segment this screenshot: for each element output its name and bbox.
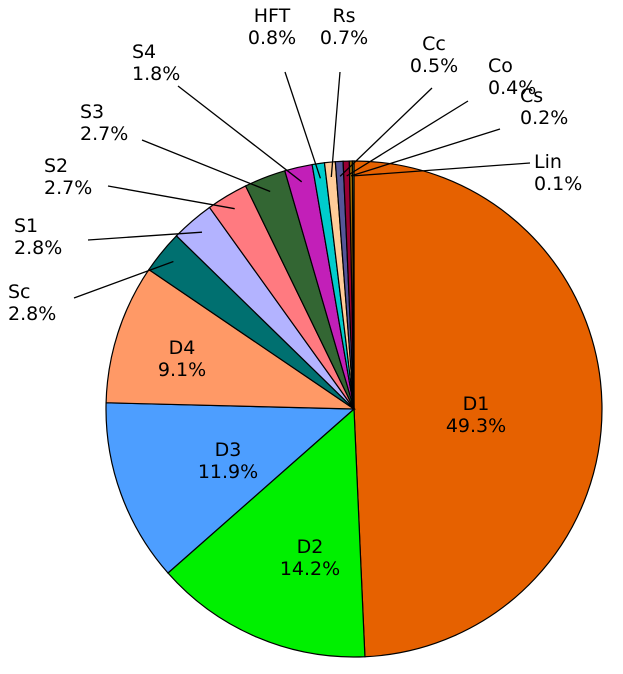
leader-line-rs bbox=[330, 71, 341, 178]
slice-label-d1-percent: 49.3% bbox=[446, 415, 506, 437]
pie-slices bbox=[105, 160, 603, 658]
leader-line-s3 bbox=[141, 139, 271, 193]
slice-label-s3-name: S3 bbox=[80, 101, 104, 123]
slice-label-d4-percent: 9.1% bbox=[158, 359, 206, 381]
slice-label-d1-name: D1 bbox=[463, 393, 490, 415]
leader-line-co bbox=[346, 100, 469, 177]
slice-label-cs-percent: 0.2% bbox=[520, 107, 568, 129]
slice-label-s2-name: S2 bbox=[44, 155, 68, 177]
leader-line-s1 bbox=[87, 231, 203, 241]
leader-line-lin bbox=[353, 162, 531, 177]
slice-label-s4: S4 1.8% bbox=[132, 41, 180, 85]
slice-label-sc: Sc 2.8% bbox=[8, 281, 56, 325]
slice-label-d3: D3 11.9% bbox=[198, 439, 258, 483]
slice-label-d2: D2 14.2% bbox=[280, 536, 340, 580]
slice-label-co-name: Co bbox=[488, 55, 513, 77]
slice-label-d2-name: D2 bbox=[297, 536, 324, 558]
pie-slice-d2 bbox=[167, 407, 366, 658]
slice-label-s4-percent: 1.8% bbox=[132, 63, 180, 85]
pie-slice-d4 bbox=[105, 268, 357, 410]
leader-line-s2 bbox=[107, 185, 235, 210]
slice-label-sc-name: Sc bbox=[8, 281, 31, 303]
leader-line-cc bbox=[339, 87, 433, 177]
slice-label-rs: Rs 0.7% bbox=[320, 5, 368, 49]
slice-label-hft-name: HFT bbox=[254, 5, 291, 27]
slice-label-cc: Cc 0.5% bbox=[410, 33, 458, 77]
leader-line-s4 bbox=[177, 85, 303, 183]
slice-label-d3-name: D3 bbox=[215, 439, 242, 461]
slice-label-s4-name: S4 bbox=[132, 41, 156, 63]
slice-label-cs: Cs 0.2% bbox=[520, 85, 568, 129]
slice-label-s1-name: S1 bbox=[14, 215, 38, 237]
slice-label-rs-name: Rs bbox=[332, 5, 355, 27]
slice-label-lin-name: Lin bbox=[534, 151, 562, 173]
slice-label-rs-percent: 0.7% bbox=[320, 27, 368, 49]
slice-label-d3-percent: 11.9% bbox=[198, 461, 258, 483]
slice-label-hft-percent: 0.8% bbox=[248, 27, 296, 49]
slice-label-s2: S2 2.7% bbox=[44, 155, 92, 199]
slice-label-d4: D4 9.1% bbox=[158, 337, 206, 381]
slice-label-sc-percent: 2.8% bbox=[8, 303, 56, 325]
slice-label-cc-name: Cc bbox=[422, 33, 446, 55]
slice-label-s3: S3 2.7% bbox=[80, 101, 128, 145]
slice-label-lin-percent: 0.1% bbox=[534, 173, 582, 195]
leader-lines bbox=[73, 71, 531, 299]
slice-label-d2-percent: 14.2% bbox=[280, 558, 340, 580]
slice-label-cs-name: Cs bbox=[520, 85, 543, 107]
slice-label-hft: HFT 0.8% bbox=[248, 5, 296, 49]
leader-line-cs bbox=[350, 128, 501, 177]
slice-label-s1: S1 2.8% bbox=[14, 215, 62, 259]
slice-label-s3-percent: 2.7% bbox=[80, 123, 128, 145]
slice-label-co-percent: 0.4% bbox=[488, 77, 536, 99]
pie-slice-lin bbox=[351, 160, 355, 410]
slice-label-co: Co 0.4% bbox=[488, 55, 536, 99]
slice-label-cc-percent: 0.5% bbox=[410, 55, 458, 77]
slice-labels: D1 49.3%D2 14.2%D3 11.9%D4 9.1%Sc 2.8%S1 2.8%S… bbox=[8, 5, 582, 580]
slice-label-s2-percent: 2.7% bbox=[44, 177, 92, 199]
slice-label-d1: D1 49.3% bbox=[446, 393, 506, 437]
slice-label-lin: Lin 0.1% bbox=[534, 151, 582, 195]
leader-line-hft bbox=[284, 71, 322, 179]
pie-slice-d3 bbox=[105, 402, 356, 574]
slice-label-s1-percent: 2.8% bbox=[14, 237, 62, 259]
slice-label-d4-name: D4 bbox=[169, 337, 196, 359]
pie-slice-d1 bbox=[353, 160, 603, 658]
leader-line-sc bbox=[73, 260, 174, 299]
